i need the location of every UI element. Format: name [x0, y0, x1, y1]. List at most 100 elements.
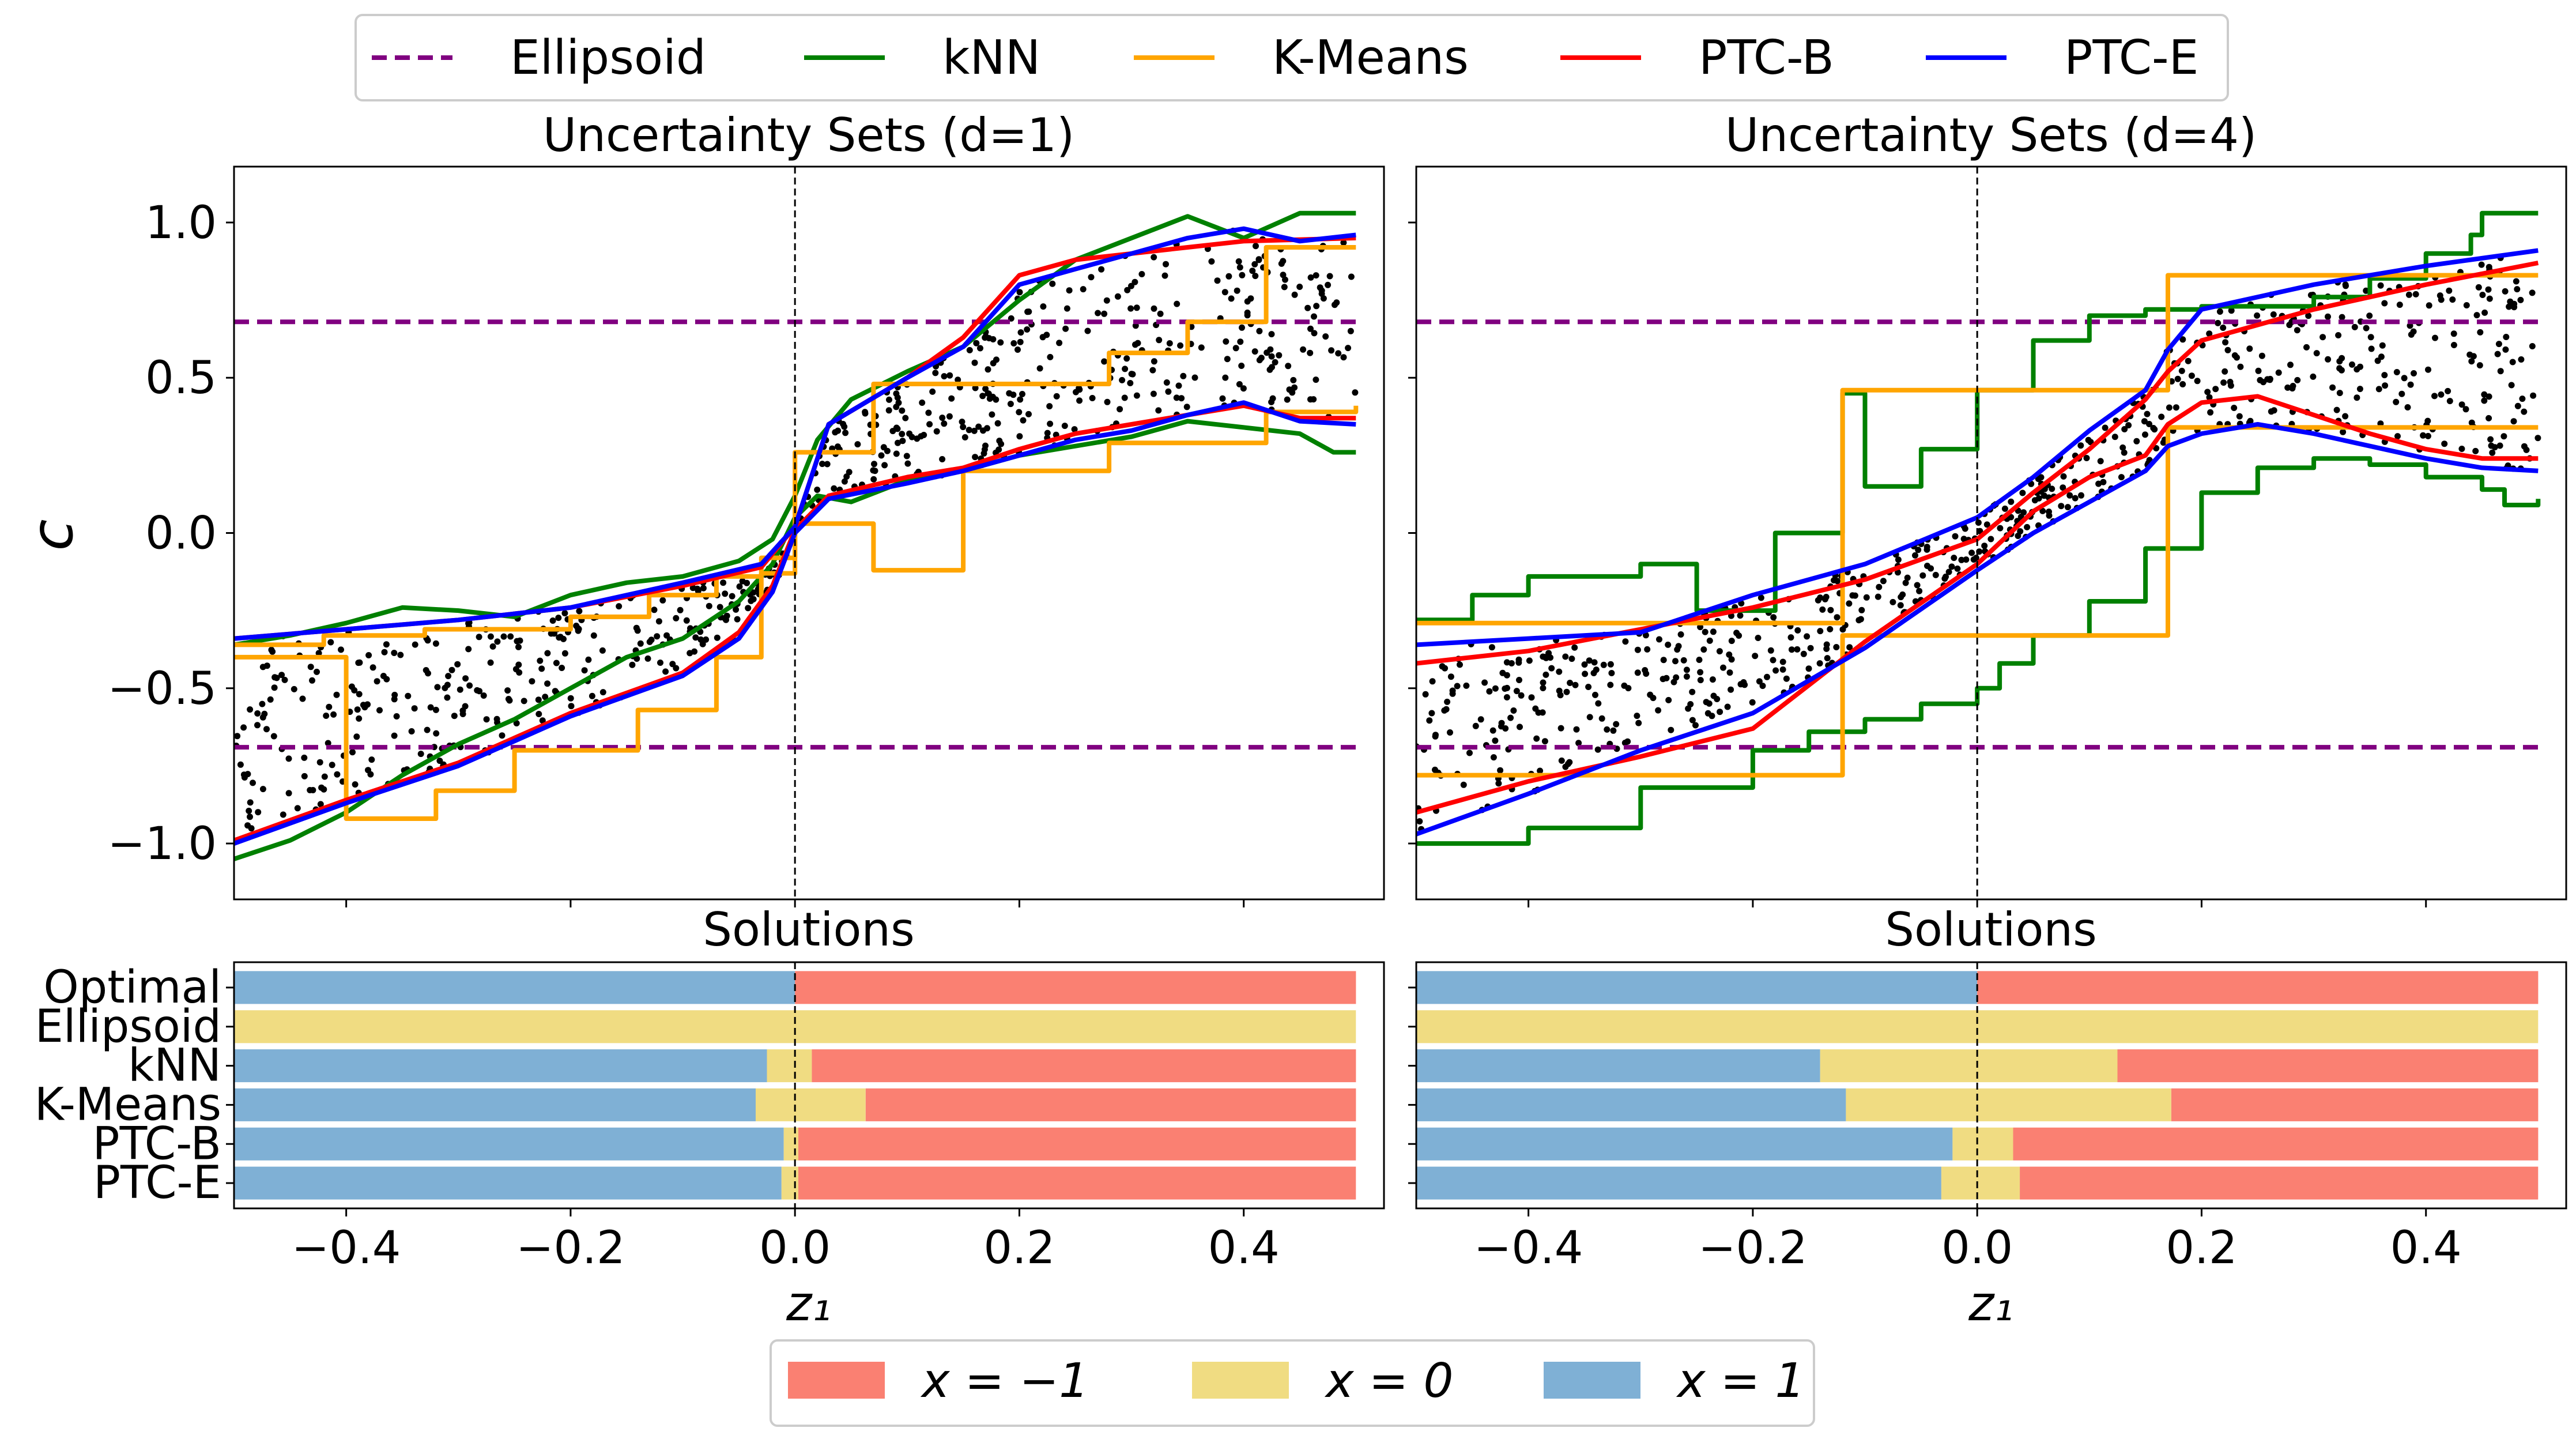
scatter-point: [2228, 307, 2235, 314]
solutions-title-right: Solutions: [1885, 903, 2097, 956]
scatter-point: [984, 425, 990, 432]
scatter-point: [551, 630, 557, 637]
scatter-point: [391, 691, 398, 698]
scatter-point: [673, 615, 680, 621]
scatter-point: [2111, 434, 2118, 440]
scatter-point: [2473, 312, 2480, 319]
scatter-point: [959, 419, 965, 425]
legend-label-4: PTC-E: [2064, 31, 2198, 85]
scatter-point: [899, 431, 906, 438]
scatter-point: [1007, 401, 1014, 408]
scatter-point: [637, 640, 644, 647]
scatter-point: [237, 761, 244, 768]
scatter-point: [1046, 403, 1053, 410]
scatter-point: [2363, 325, 2370, 332]
scatter-point: [893, 404, 900, 410]
scatter-point: [1642, 632, 1649, 639]
scatter-point: [1674, 646, 1681, 653]
scatter-point: [1779, 666, 1786, 673]
scatter-point: [893, 390, 900, 397]
scatter-point: [1332, 302, 1338, 308]
legend-patch-label-0: x = −1: [920, 1354, 1089, 1408]
scatter-point: [720, 579, 727, 586]
scatter-point: [1269, 395, 1276, 402]
scatter-point: [1225, 273, 1232, 280]
scatter-point: [1016, 289, 1023, 296]
scatter-point: [2257, 376, 2264, 383]
scatter-point: [1020, 417, 1027, 424]
scatter-point: [330, 711, 337, 718]
scatter-point: [2510, 418, 2517, 425]
scatter-point: [1697, 624, 1704, 631]
scatter-point: [1128, 282, 1134, 289]
scatter-point: [1876, 583, 1883, 590]
scatter-point: [835, 427, 842, 434]
scatter-point: [1656, 636, 1662, 643]
scatter-point: [1047, 353, 1054, 360]
scatter-point: [321, 773, 328, 780]
scatter-point: [1568, 656, 1575, 662]
scatter-point: [423, 667, 429, 673]
scatter-point: [483, 716, 490, 723]
scatter-point: [2246, 345, 2253, 352]
y-tick-label: 1.0: [145, 197, 217, 249]
scatter-point: [1932, 571, 1939, 578]
scatter-point: [281, 676, 288, 683]
scatter-point: [1040, 303, 1047, 310]
scatter-point: [1426, 717, 1433, 724]
scatter-point: [965, 427, 972, 434]
scatter-point: [1123, 355, 1130, 362]
solution-bar-k-means: [865, 1088, 1356, 1121]
scatter-point: [1432, 733, 1439, 740]
scatter-point: [1016, 409, 1023, 416]
scatter-point: [1039, 334, 1046, 341]
scatter-point: [2382, 382, 2389, 389]
scatter-point: [1857, 616, 1864, 623]
scatter-point: [744, 579, 750, 586]
scatter-point: [2511, 304, 2518, 311]
scatter-point: [2329, 384, 2336, 391]
scatter-point: [352, 781, 359, 788]
scatter-point: [329, 762, 335, 769]
scatter-point: [2179, 336, 2186, 343]
scatter-point: [320, 786, 327, 793]
scatter-point: [2478, 261, 2485, 268]
scatter-point: [247, 799, 254, 806]
scatter-point: [1084, 327, 1091, 334]
scatter-point: [1513, 688, 1520, 695]
scatter-point: [2275, 369, 2282, 376]
scatter-point: [2224, 346, 2231, 353]
scatter-point: [941, 420, 948, 427]
scatter-point: [1895, 556, 1902, 563]
scatter-point: [1234, 287, 1240, 294]
scatter-point: [2247, 417, 2254, 424]
scatter-point: [1819, 606, 1826, 613]
scatter-point: [542, 694, 549, 700]
scatter-point: [247, 706, 254, 713]
scatter-point: [1945, 568, 1952, 575]
scatter-point: [434, 684, 441, 691]
uncertainty-panel-0: 1.0 0.5 0.0 −0.5 −1.0: [108, 165, 1385, 907]
solution-bar-knn: [767, 1049, 812, 1083]
scatter-point: [1221, 289, 1228, 296]
scatter-point: [1770, 614, 1777, 621]
scatter-point: [417, 751, 424, 758]
scatter-point: [544, 650, 551, 657]
scatter-point: [1252, 273, 1259, 280]
scatter-point: [559, 665, 565, 671]
scatter-point: [1460, 781, 1467, 788]
scatter-point: [512, 666, 519, 673]
scatter-point: [1320, 295, 1327, 302]
y-tick-label: 0.0: [145, 508, 217, 560]
scatter-point: [2517, 296, 2524, 303]
scatter-point: [1284, 396, 1291, 403]
scatter-point: [2085, 436, 2092, 443]
scatter-point: [1518, 692, 1525, 699]
scatter-point: [2407, 381, 2414, 388]
scatter-point: [2354, 394, 2360, 401]
scatter-point: [1138, 271, 1145, 277]
scatter-point: [1595, 700, 1602, 707]
scatter-point: [1757, 594, 1764, 601]
category-label: PTC-E: [93, 1157, 221, 1209]
scatter-point: [2481, 397, 2488, 404]
